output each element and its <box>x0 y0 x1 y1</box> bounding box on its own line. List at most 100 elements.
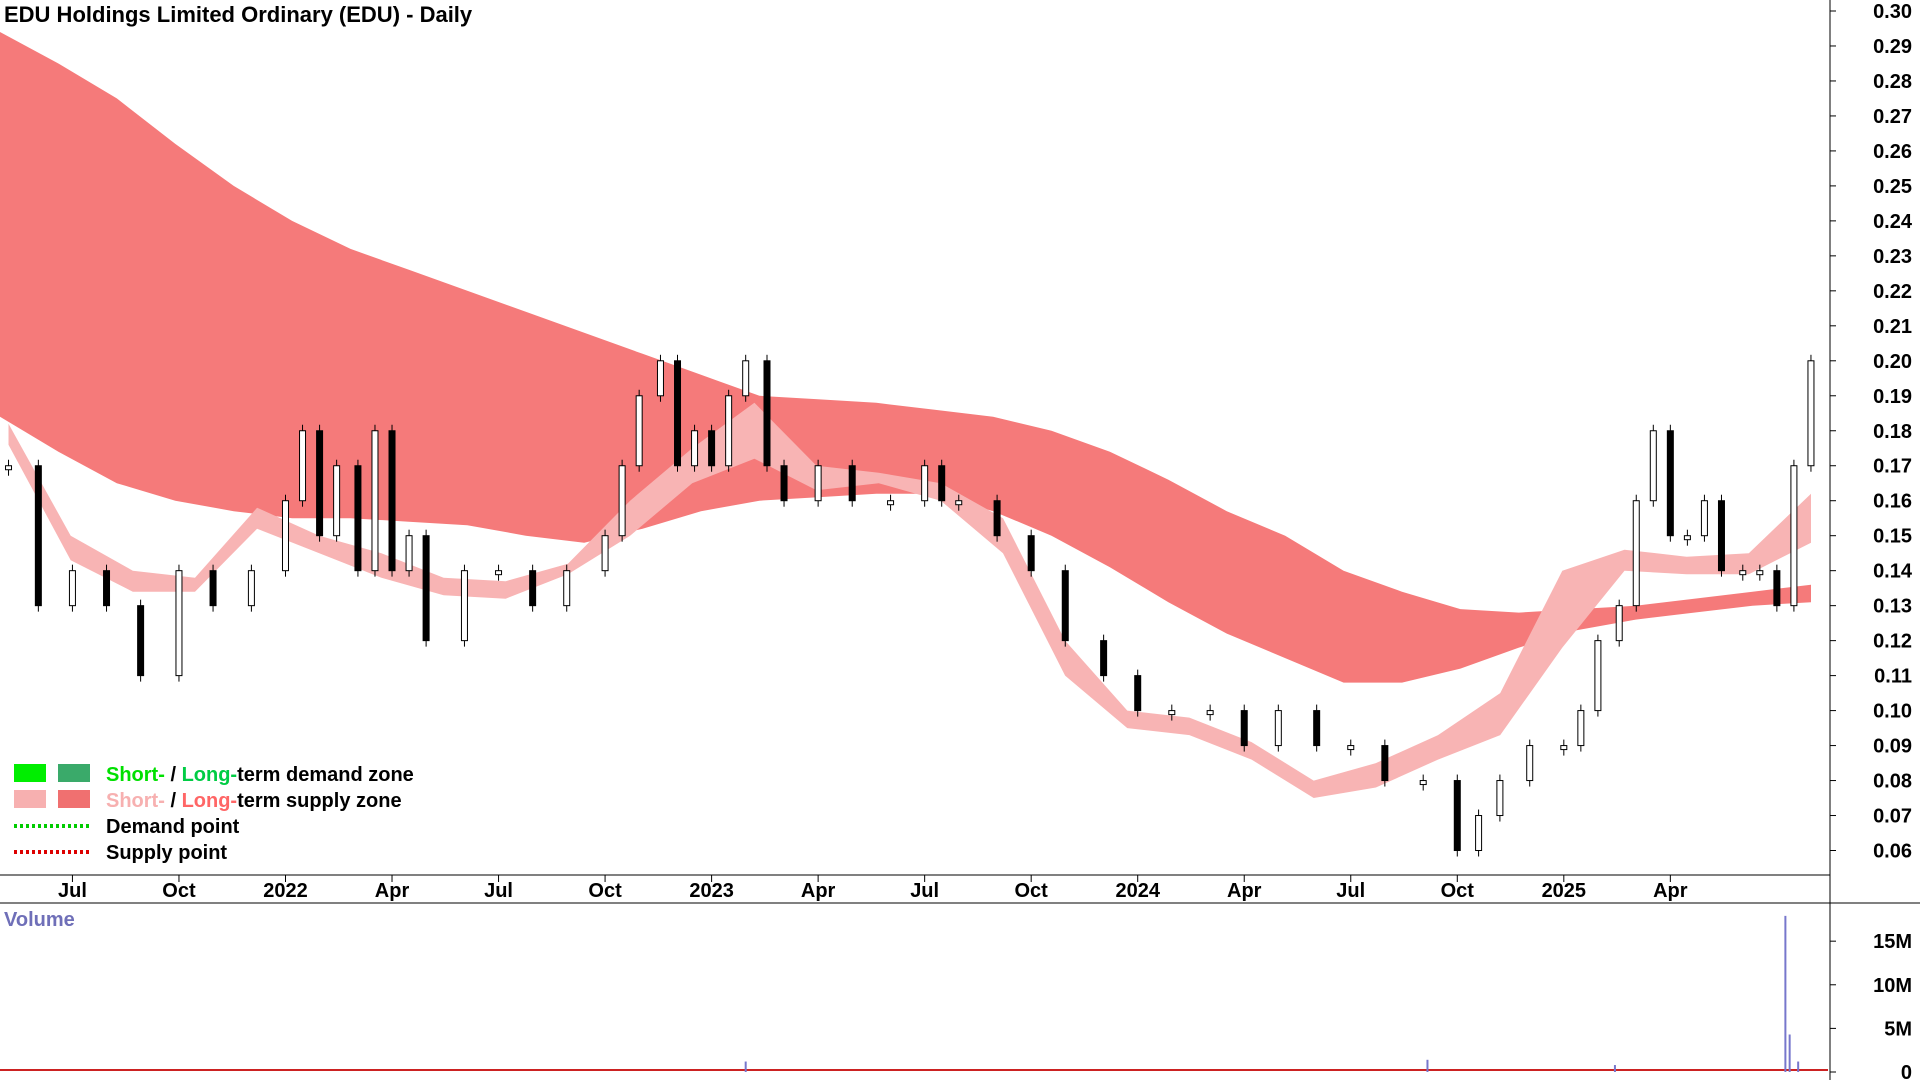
price-tick-label: 0.10 <box>1873 701 1912 723</box>
candle-body <box>1739 570 1747 576</box>
legend-label-part: Short- <box>106 790 165 812</box>
candle-body <box>247 570 255 607</box>
candle-body <box>635 395 643 467</box>
time-tick-label: Apr <box>801 880 836 902</box>
price-tick-label: 0.11 <box>1874 666 1912 688</box>
candle-body <box>460 570 468 642</box>
legend-label: Supply point <box>106 842 227 864</box>
candle-body <box>529 570 537 607</box>
candle-body <box>601 535 609 572</box>
candle-body <box>1560 745 1568 751</box>
candle-body <box>1807 360 1815 467</box>
candle-body <box>175 570 183 677</box>
price-tick-label: 0.19 <box>1873 386 1912 408</box>
candle-body <box>921 465 929 502</box>
time-tick-label: Apr <box>375 880 410 902</box>
candle-body <box>1526 745 1534 782</box>
candle-body <box>1615 605 1623 642</box>
price-tick-label: 0.22 <box>1873 281 1912 303</box>
time-tick-label: Oct <box>1015 880 1049 902</box>
candle-body <box>1700 500 1708 537</box>
candle-body <box>618 465 626 537</box>
candle-body <box>1773 570 1781 607</box>
legend-label-part: Long- <box>182 764 238 786</box>
candle-body <box>316 430 324 537</box>
price-tick-label: 0.08 <box>1873 771 1912 793</box>
legend-label-part: term demand zone <box>237 764 414 786</box>
price-ticks: 0.30 0.29 0.28 0.27 0.26 0.25 0.24 0.23 0.22 0.21… <box>1830 1 1913 863</box>
legend-swatch-short <box>14 790 46 808</box>
time-tick-label: 2023 <box>689 880 734 902</box>
price-tick-label: 0.25 <box>1873 176 1912 198</box>
candle-body <box>495 570 503 576</box>
time-ticks: Jul Oct 2022 Apr Jul Oct 2023 Apr Jul Oct 2024 Apr J… <box>58 875 1688 902</box>
time-tick-label: Oct <box>588 880 622 902</box>
legend-label-part: / <box>165 790 182 812</box>
legend-label: Short- / Long-term supply zone <box>106 790 402 812</box>
volume-tick-label: 5M <box>1884 1018 1912 1040</box>
candle-body <box>993 500 1001 537</box>
zones-group <box>0 32 1811 798</box>
legend-label-part: term supply zone <box>237 790 401 812</box>
candle-body <box>1168 710 1176 716</box>
candle-body <box>1206 710 1214 716</box>
time-tick-label: Jul <box>484 880 513 902</box>
candle-body <box>1717 500 1725 572</box>
candle-body <box>887 500 895 506</box>
candle-body <box>1683 535 1691 541</box>
candle-body <box>1453 780 1461 852</box>
price-tick-label: 0.23 <box>1873 246 1912 268</box>
candle-body <box>1274 710 1282 747</box>
price-tick-label: 0.12 <box>1873 631 1912 653</box>
candle-body <box>209 570 217 607</box>
legend-label-part: Supply point <box>106 842 227 864</box>
candle-body <box>1790 465 1798 607</box>
price-tick-label: 0.07 <box>1873 806 1912 828</box>
candle-body <box>371 430 379 572</box>
candle-body <box>1666 430 1674 537</box>
candle-body <box>34 465 42 607</box>
legend-swatch-short <box>14 764 46 782</box>
candle-body <box>691 430 699 467</box>
candle-body <box>742 360 750 397</box>
price-tick-label: 0.17 <box>1873 456 1912 478</box>
candle-body <box>137 605 145 677</box>
legend-label-part: Short- <box>106 764 165 786</box>
price-tick-label: 0.21 <box>1873 316 1912 338</box>
candle-body <box>1419 780 1427 786</box>
candle-body <box>1577 710 1585 747</box>
candle-body <box>1134 675 1142 712</box>
candle-body <box>1649 430 1657 502</box>
price-tick-label: 0.09 <box>1873 736 1912 758</box>
candle-body <box>1756 570 1764 576</box>
candle-body <box>68 570 76 607</box>
volume-group: 15M 10M 5M 0 <box>0 915 1912 1080</box>
price-tick-label: 0.15 <box>1873 526 1912 548</box>
candle-body <box>1475 815 1483 852</box>
candle-body <box>103 570 111 607</box>
price-tick-label: 0.06 <box>1873 841 1912 863</box>
time-tick-label: Oct <box>1441 880 1475 902</box>
time-tick-label: 2022 <box>263 880 308 902</box>
volume-tick-label: 0 <box>1901 1062 1912 1080</box>
price-tick-label: 0.14 <box>1873 561 1913 583</box>
candle-body <box>563 570 571 607</box>
candle-body <box>281 500 289 572</box>
legend-label-part: / <box>165 764 182 786</box>
candle-body <box>814 465 822 502</box>
price-tick-label: 0.27 <box>1873 106 1912 128</box>
legend-label: Demand point <box>106 816 240 838</box>
candle-body <box>1496 780 1504 817</box>
price-tick-label: 0.28 <box>1873 71 1912 93</box>
candle-body <box>354 465 362 572</box>
price-tick-label: 0.24 <box>1873 211 1913 233</box>
candle-body <box>848 465 856 502</box>
time-tick-label: 2024 <box>1115 880 1160 902</box>
candle-body <box>1061 570 1069 642</box>
time-tick-label: Apr <box>1227 880 1262 902</box>
candle-body <box>299 430 307 502</box>
volume-title: Volume <box>4 909 75 931</box>
candle-body <box>405 535 413 572</box>
time-tick-label: Jul <box>58 880 87 902</box>
